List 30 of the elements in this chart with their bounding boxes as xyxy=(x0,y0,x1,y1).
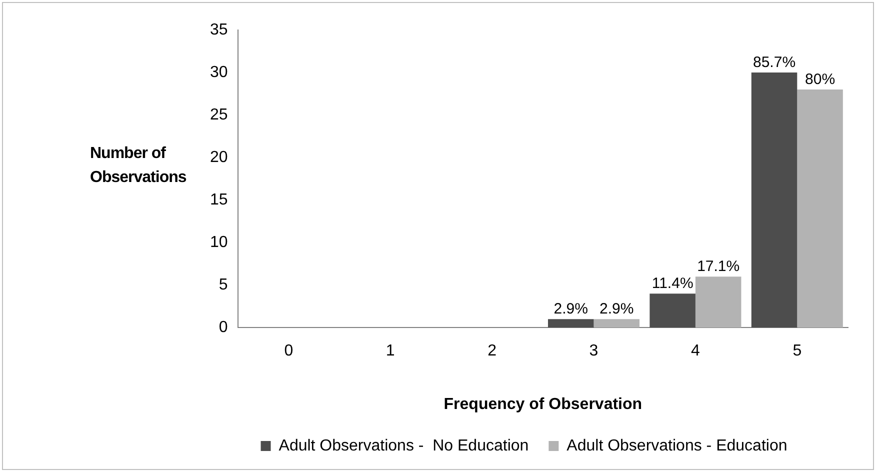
x-tick-label: 2 xyxy=(488,342,497,360)
y-tick-label: 5 xyxy=(218,276,228,294)
bar xyxy=(650,294,696,328)
x-tick-label: 1 xyxy=(386,342,395,360)
legend-label: Adult Observations - Education xyxy=(566,437,788,454)
x-tick-label: 3 xyxy=(589,342,598,360)
annotation: 2.9% xyxy=(554,300,588,318)
bar xyxy=(594,319,640,328)
annotation: 11.4% xyxy=(652,275,694,292)
y-tick-label: 35 xyxy=(210,21,228,38)
x-tick-label: 5 xyxy=(792,342,802,360)
x-axis-title: Frequency of Observation xyxy=(444,396,642,413)
y-tick-label: 0 xyxy=(218,319,228,336)
y-tick-label: 25 xyxy=(210,106,228,124)
y-tick-label: 10 xyxy=(210,234,228,251)
legend-label: Adult Observations - No Education xyxy=(278,437,529,454)
y-axis-title: Number of Observations xyxy=(90,145,186,186)
bar xyxy=(797,90,843,328)
bar xyxy=(751,72,798,328)
bar xyxy=(695,276,742,328)
annotation: 2.9% xyxy=(600,300,634,318)
y-tick-label: 20 xyxy=(210,148,228,166)
y-tick-label: 30 xyxy=(210,64,228,81)
x-tick-label: 0 xyxy=(284,342,294,360)
bar xyxy=(548,319,594,328)
annotation: 80% xyxy=(805,71,836,88)
x-tick-label: 4 xyxy=(690,342,700,360)
y-tick-label: 15 xyxy=(210,191,228,208)
annotation: 17.1% xyxy=(697,258,740,276)
annotation: 85.7% xyxy=(752,54,796,72)
